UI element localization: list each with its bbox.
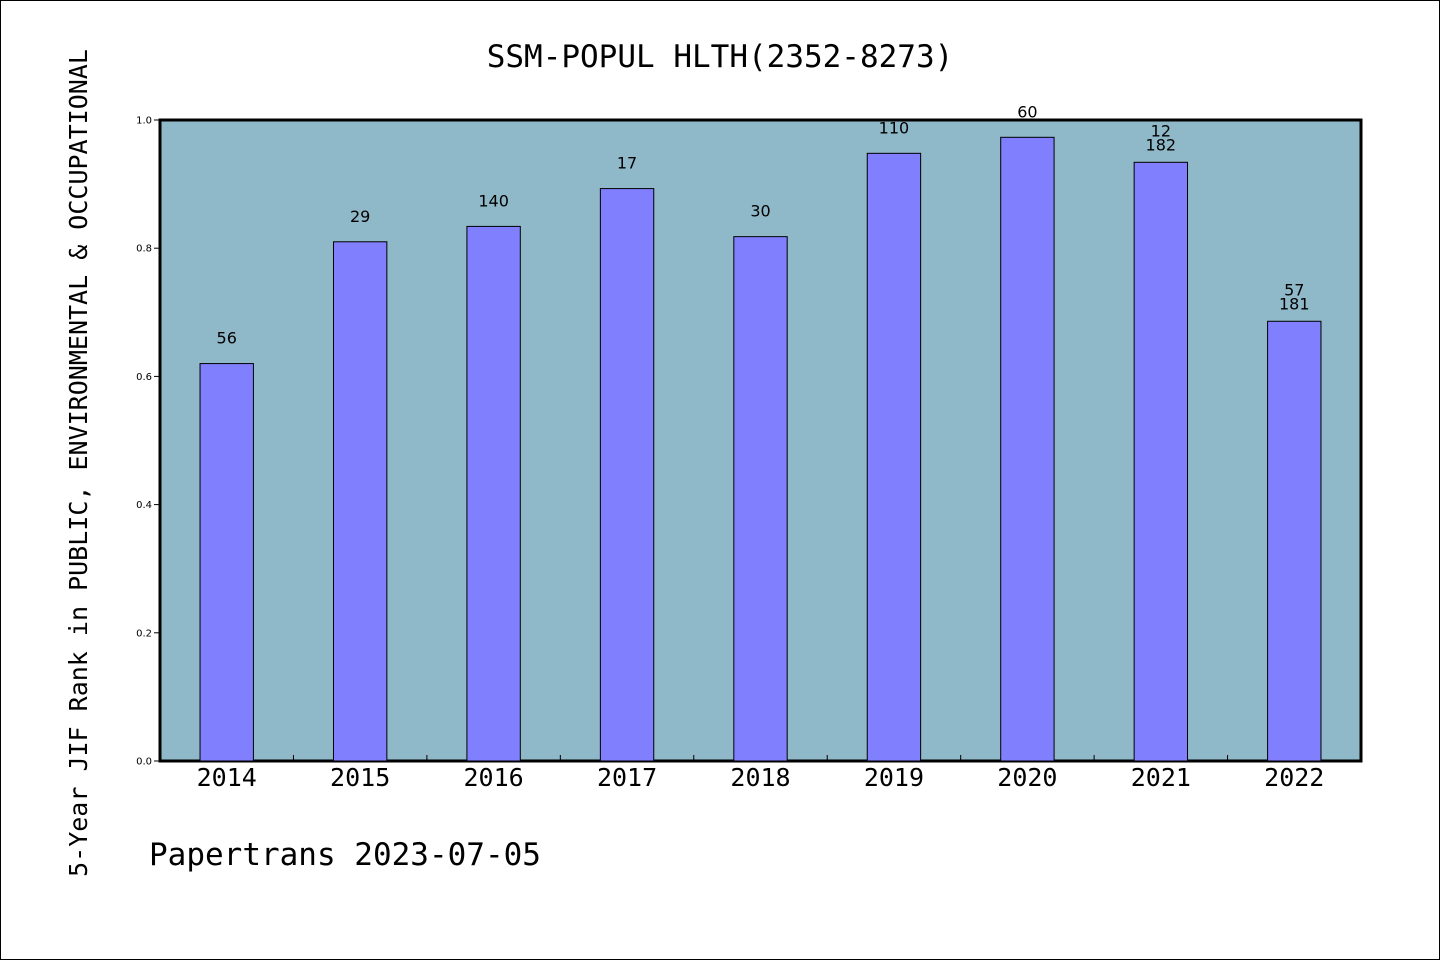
y-tick-label: 0.6 — [136, 372, 152, 383]
data-label: 60 — [1017, 102, 1037, 121]
data-label: 30 — [750, 202, 770, 221]
chart-title: SSM-POPUL HLTH(2352-8273) — [487, 39, 954, 75]
bar-2015 — [332, 241, 388, 762]
data-label: 17 — [617, 154, 637, 173]
x-tick-label: 2015 — [330, 763, 390, 792]
y-tick-label: 0.8 — [136, 244, 152, 255]
data-label: 12 — [1151, 121, 1171, 140]
y-tick-label: 0.4 — [136, 500, 152, 511]
footer-watermark: Papertrans 2023-07-05 — [149, 837, 541, 873]
data-label: 182 — [1146, 135, 1177, 154]
y-axis-ticks: 0.0 0.2 0.4 0.6 0.8 1.0 — [136, 116, 160, 768]
data-label: 140 — [478, 191, 509, 210]
bars — [199, 136, 1322, 762]
data-label: 56 — [217, 329, 237, 348]
y-tick-label: 0.2 — [136, 628, 152, 639]
bar-2018 — [733, 236, 788, 762]
x-tick-label: 2014 — [197, 763, 257, 792]
y-tick-label: 1.0 — [136, 116, 152, 127]
bar-2021 — [1133, 161, 1189, 762]
bar-2019 — [866, 152, 922, 762]
bar-2017 — [599, 188, 655, 762]
x-tick-label: 2017 — [597, 763, 657, 792]
x-tick-label: 2021 — [1131, 763, 1191, 792]
bar-2016 — [466, 225, 521, 762]
x-axis-ticks: 2014 2015 2016 2017 2018 2019 2020 2021 2022 — [197, 755, 1324, 792]
x-tick-label: 2016 — [464, 763, 524, 792]
bar-2020 — [1000, 136, 1055, 762]
y-tick-label: 0.0 — [136, 757, 152, 768]
data-label: 110 — [879, 118, 910, 137]
x-tick-label: 2018 — [730, 763, 790, 792]
x-tick-label: 2019 — [864, 763, 924, 792]
y-axis-label: 5-Year JIF Rank in PUBLIC, ENVIRONMENTAL… — [64, 49, 93, 877]
data-label: 57 — [1284, 280, 1304, 299]
x-tick-label: 2022 — [1264, 763, 1324, 792]
data-label: 29 — [350, 207, 370, 226]
bar-2022 — [1267, 320, 1322, 762]
bar-2014 — [199, 363, 254, 762]
x-tick-label: 2020 — [997, 763, 1057, 792]
data-label: 181 — [1279, 294, 1310, 313]
